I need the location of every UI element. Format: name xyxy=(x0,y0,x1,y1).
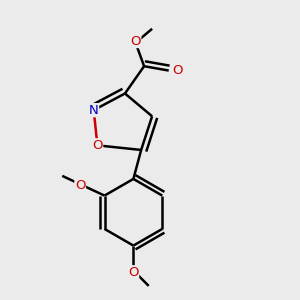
Text: N: N xyxy=(89,103,99,117)
Text: O: O xyxy=(75,178,86,191)
Text: O: O xyxy=(130,34,141,47)
Text: O: O xyxy=(128,266,139,279)
Text: O: O xyxy=(92,139,103,152)
Text: O: O xyxy=(172,64,182,77)
